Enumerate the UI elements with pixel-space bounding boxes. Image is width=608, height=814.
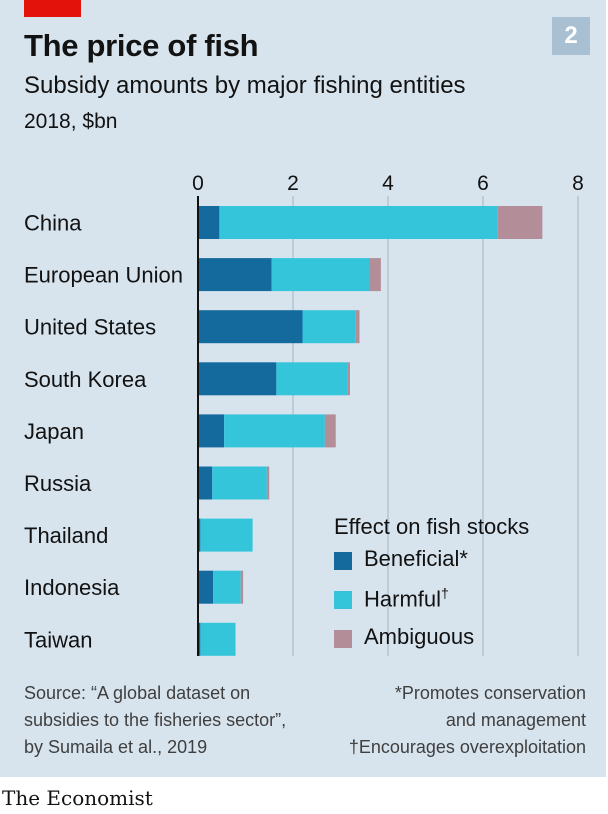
bar-segment-ambiguous <box>355 310 360 344</box>
bar-chart: 0 2 4 6 8 China European Union United States Sou… <box>24 172 584 656</box>
category-label: European Union <box>24 263 183 288</box>
bar-segment-harmful <box>271 258 369 292</box>
bar-segment-beneficial <box>198 362 277 396</box>
category-label: South Korea <box>24 367 147 392</box>
bar-segment-harmful <box>302 310 356 344</box>
legend-label-ambiguous: Ambiguous <box>364 624 475 649</box>
footnote-line: †Encourages overexploitation <box>348 737 586 757</box>
bar-segment-harmful <box>219 206 498 239</box>
bar-segment-harmful <box>200 518 253 552</box>
bar-segment-ambiguous <box>347 362 350 396</box>
legend-swatch-beneficial <box>334 552 352 570</box>
chart-number-badge: 2 <box>552 17 590 55</box>
bar-segment-harmful <box>276 362 348 396</box>
bar-segment-ambiguous <box>369 258 381 292</box>
bar-segment-harmful <box>213 570 241 604</box>
bar-segment-beneficial <box>198 622 201 656</box>
legend-item-ambiguous: Ambiguous <box>334 618 529 657</box>
footnote-line: and management <box>445 710 586 730</box>
legend-label-harmful: Harmful <box>364 586 442 612</box>
footnote-line: *Promotes conservation <box>394 683 586 703</box>
publisher-logo: The Economist <box>2 786 153 810</box>
x-tick-label: 8 <box>572 172 584 195</box>
bar-segment-beneficial <box>198 258 272 292</box>
bar-segment-beneficial <box>198 206 220 239</box>
chart-title: The price of fish <box>24 28 259 63</box>
legend-item-beneficial: Beneficial* <box>334 540 529 579</box>
bar-segment-beneficial <box>198 518 201 552</box>
legend-mark-beneficial: * <box>459 546 468 571</box>
x-tick-label: 6 <box>477 172 489 195</box>
category-label: Russia <box>24 471 92 496</box>
legend-mark-harmful: † <box>441 585 449 601</box>
source-line: by Sumaila et al., 2019 <box>24 737 208 757</box>
chart-subtitle: Subsidy amounts by major fishing entitie… <box>24 72 466 99</box>
bar-segment-beneficial <box>198 310 303 344</box>
category-label: Taiwan <box>24 627 92 652</box>
bar-segment-ambiguous <box>497 206 543 239</box>
category-label: Indonesia <box>24 575 120 600</box>
bar-segment-beneficial <box>198 414 225 448</box>
category-label: China <box>24 211 82 236</box>
x-tick-label: 0 <box>192 172 204 195</box>
legend-item-harmful: Harmful† <box>334 579 529 618</box>
bar-segment-harmful <box>224 414 325 448</box>
footnotes: *Promotes conservation and management †E… <box>349 680 586 761</box>
legend-label-beneficial: Beneficial <box>364 546 460 571</box>
legend-swatch-harmful <box>334 591 352 609</box>
brand-red-tag <box>24 0 81 17</box>
category-label: Japan <box>24 419 84 444</box>
bar-segment-harmful <box>212 466 267 500</box>
category-label: United States <box>24 315 156 340</box>
bar-segment-ambiguous <box>324 414 336 448</box>
source-line: subsidies to the fisheries sector”, <box>24 710 287 730</box>
x-tick-label: 2 <box>287 172 299 195</box>
bar-segment-ambiguous <box>266 466 270 500</box>
legend: Effect on fish stocks Beneficial* Harmfu… <box>334 514 529 657</box>
x-tick-label: 4 <box>382 172 394 195</box>
chart-unit: 2018, $bn <box>24 110 118 133</box>
legend-title: Effect on fish stocks <box>334 514 530 539</box>
bar-segment-beneficial <box>198 570 214 604</box>
bar-segment-harmful <box>200 622 236 656</box>
bar-segment-beneficial <box>198 466 213 500</box>
category-label: Thailand <box>24 523 108 548</box>
source-note: Source: “A global dataset on subsidies t… <box>24 680 286 761</box>
source-line: Source: “A global dataset on <box>24 683 251 703</box>
legend-swatch-ambiguous <box>334 630 352 648</box>
bar-segment-ambiguous <box>240 570 244 604</box>
